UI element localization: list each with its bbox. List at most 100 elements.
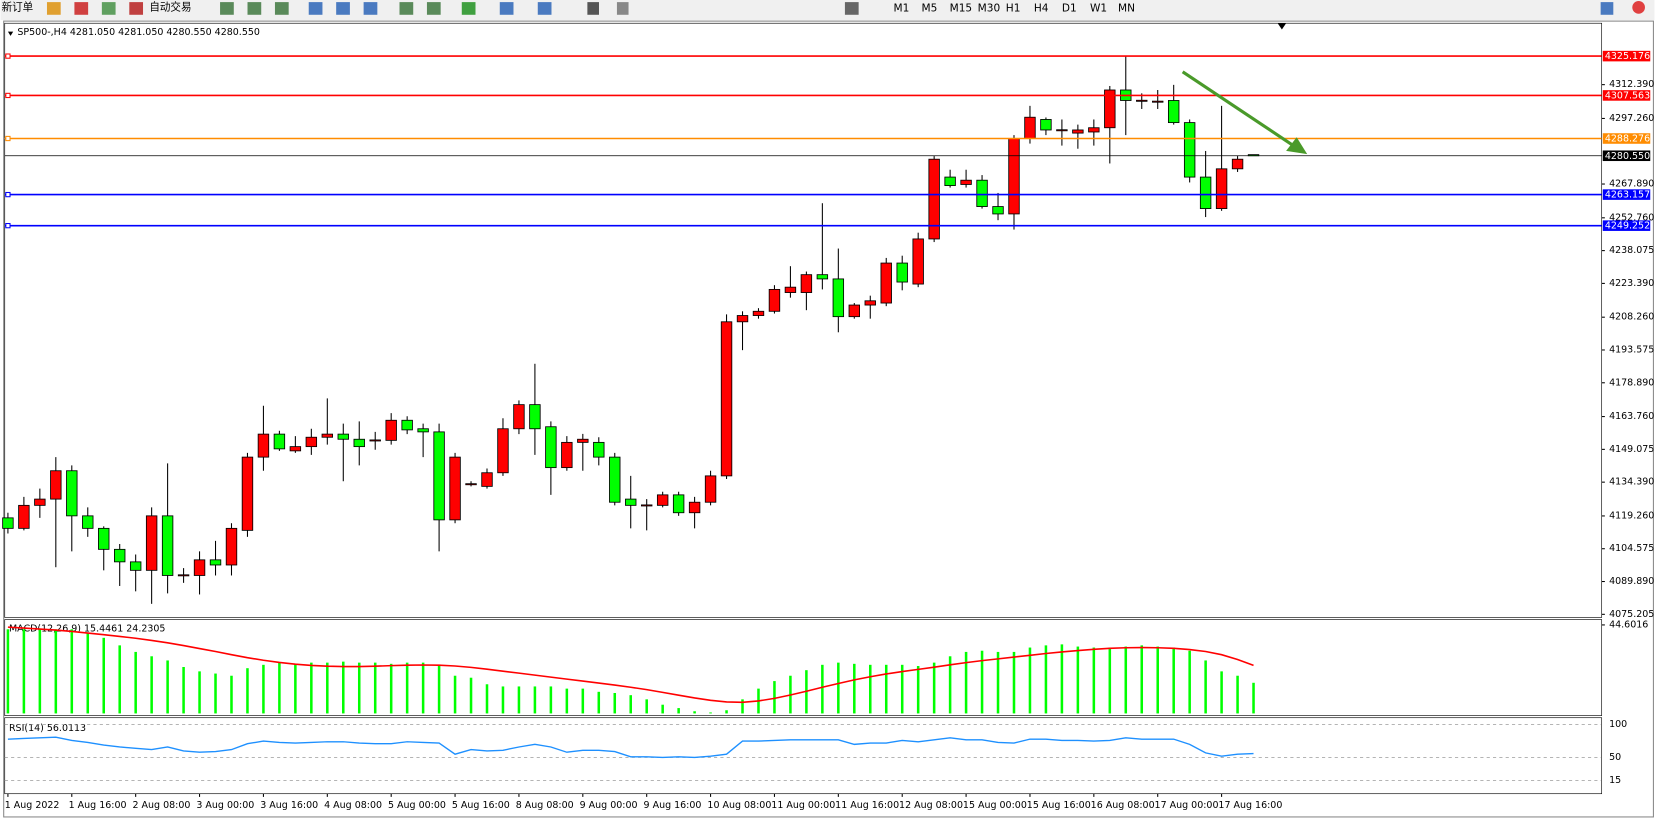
candle-body: [193, 559, 206, 576]
icon[interactable]: [46, 2, 61, 15]
price-label: 4288.276: [1605, 134, 1650, 145]
y-tick-label: 4119.260: [1609, 510, 1654, 521]
macd-bar: [1092, 647, 1096, 714]
timeframe-button[interactable]: MN: [1118, 2, 1135, 14]
new-order-button[interactable]: 新订单: [2, 0, 34, 13]
candle-body: [768, 288, 781, 312]
macd-bar: [1108, 647, 1112, 714]
x-tick-label: 15 Aug 16:00: [1027, 800, 1091, 811]
macd-bar: [1252, 682, 1255, 714]
macd-bar: [869, 664, 872, 714]
candle-body: [98, 527, 110, 550]
candle-body: [34, 498, 46, 506]
candle-body: [1056, 129, 1068, 132]
auto-trading-button[interactable]: 自动交易: [149, 0, 191, 13]
y-tick-label: 100: [1609, 719, 1627, 730]
icon[interactable]: [220, 2, 234, 15]
icon[interactable]: [274, 2, 289, 15]
macd-bar: [501, 686, 505, 714]
plot: 4312.390 4297.260 4267.890 4252.760 4238.075…: [2, 50, 1654, 811]
search-icon[interactable]: [1600, 2, 1614, 15]
notification-icon[interactable]: [1632, 1, 1645, 14]
y-tick-label: 4252.760: [1609, 212, 1654, 223]
timeframe-button[interactable]: H1: [1006, 2, 1021, 14]
x-tick-label: 3 Aug 16:00: [260, 800, 318, 811]
x-tick-label: 11 Aug 16:00: [835, 800, 899, 811]
timeframe-button[interactable]: M15: [950, 2, 973, 14]
macd-bar: [1236, 675, 1239, 714]
x-tick-label: 4 Aug 08:00: [324, 800, 382, 811]
x-tick-label: 3 Aug 00:00: [196, 800, 254, 811]
icon[interactable]: [247, 2, 262, 15]
macd-bar: [1060, 644, 1064, 714]
price-label-bg: [1602, 133, 1651, 144]
macd-bar: [948, 656, 952, 714]
candle-body: [497, 428, 509, 474]
icon[interactable]: [336, 2, 350, 15]
macd-bar: [326, 662, 329, 714]
icon[interactable]: [426, 2, 441, 15]
icon[interactable]: [399, 2, 414, 15]
icon[interactable]: [74, 2, 89, 15]
price-label: 4280.550: [1605, 151, 1650, 162]
macd-bar: [469, 677, 473, 714]
x-tick-label: 2 Aug 08:00: [133, 800, 191, 811]
timeframe-button[interactable]: D1: [1062, 2, 1077, 14]
timeframe-button[interactable]: M5: [922, 2, 938, 14]
candle-body: [481, 472, 493, 487]
macd-bar: [725, 710, 728, 714]
candle-body: [704, 475, 717, 503]
candle-body: [353, 438, 365, 448]
candle-body: [257, 433, 270, 458]
candle-body: [561, 441, 573, 469]
candle-body: [209, 559, 222, 566]
candle-body: [832, 278, 845, 318]
candle-body: [513, 404, 525, 430]
price-label-bg: [1602, 150, 1651, 162]
y-tick-label: 15: [1609, 775, 1621, 786]
icon[interactable]: [461, 2, 476, 15]
macd-bar: [916, 666, 920, 714]
candle-body: [114, 548, 126, 563]
icon[interactable]: [499, 2, 514, 15]
candle-body: [2, 517, 14, 529]
candle-body: [417, 428, 429, 433]
y-tick-label: 4089.890: [1609, 576, 1654, 587]
macd-bar: [1124, 646, 1128, 714]
line-handle: [5, 53, 11, 59]
line-handle: [5, 223, 11, 229]
macd-panel: [4, 619, 1603, 716]
icon[interactable]: [101, 2, 116, 15]
icon[interactable]: [308, 2, 323, 15]
y-tick-label: 4238.075: [1609, 245, 1654, 256]
x-tick-label: 5 Aug 16:00: [452, 800, 510, 811]
macd-bar: [821, 664, 824, 714]
icon[interactable]: [363, 2, 378, 15]
macd-bar: [150, 656, 153, 714]
price-panel: [4, 22, 1603, 618]
icon[interactable]: [129, 2, 144, 15]
macd-bar: [54, 629, 58, 714]
timeframe-button[interactable]: M1: [893, 2, 909, 14]
shift-marker: [1277, 23, 1287, 30]
candle-body: [625, 498, 637, 506]
candle-body: [241, 456, 254, 531]
candle-body: [800, 274, 813, 293]
macd-bar: [709, 712, 712, 714]
icon[interactable]: [537, 2, 552, 15]
icon[interactable]: [587, 2, 599, 15]
icon[interactable]: [616, 2, 629, 15]
candle-body: [66, 470, 78, 517]
timeframe-button[interactable]: M30: [978, 2, 1001, 14]
candle-body: [18, 504, 30, 529]
macd-bar: [453, 675, 457, 714]
icon[interactable]: [844, 2, 859, 15]
candle-body: [992, 206, 1004, 215]
chart-window: [3, 20, 1654, 818]
macd-bar: [86, 632, 90, 714]
macd-bar: [964, 651, 968, 714]
timeframe-button[interactable]: W1: [1090, 2, 1107, 14]
candle-body: [976, 179, 988, 207]
macd-bar: [405, 662, 409, 714]
timeframe-button[interactable]: H4: [1034, 2, 1049, 14]
